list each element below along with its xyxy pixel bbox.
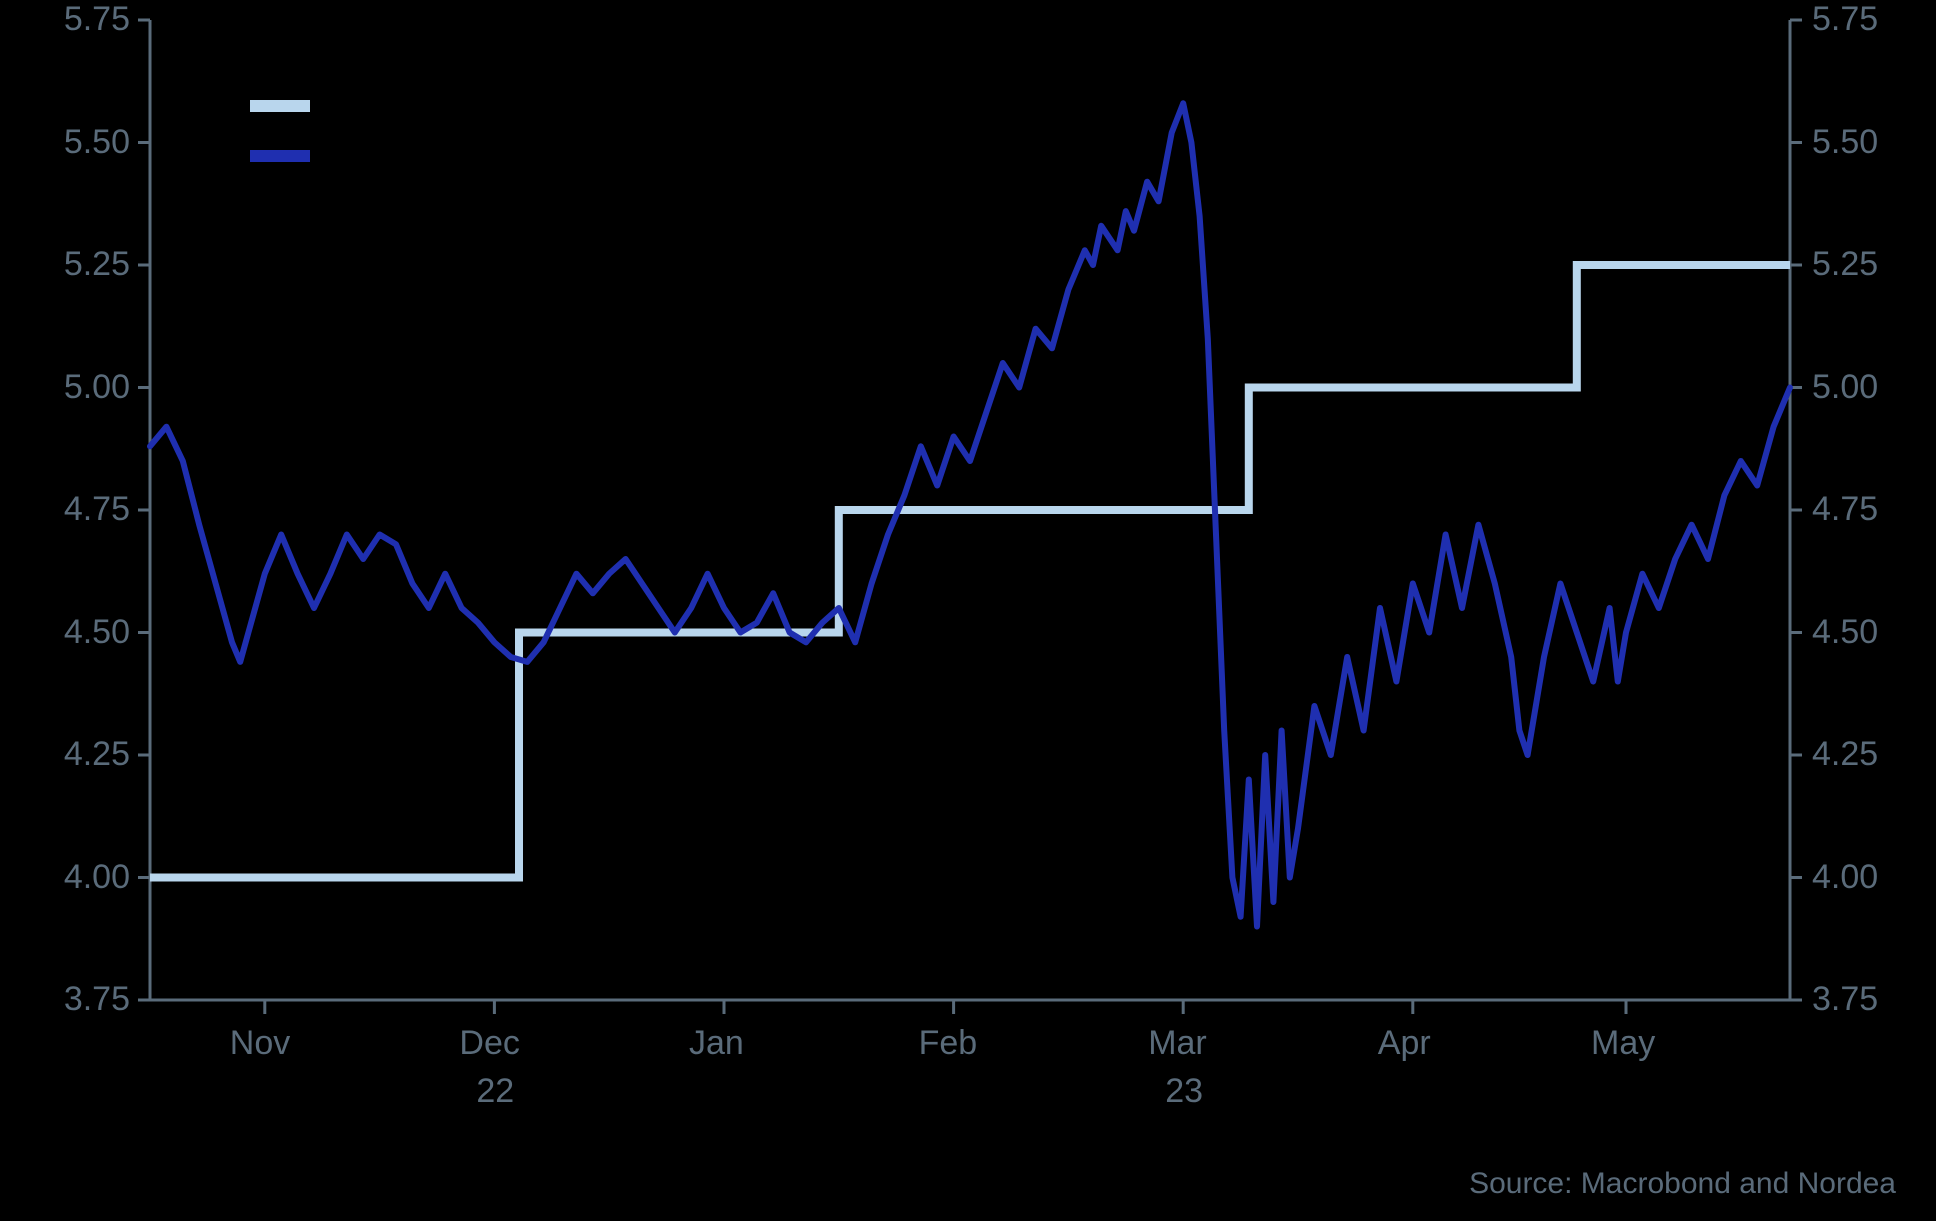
x-month-label: Jan [689,1024,744,1063]
y-tick-right: 5.75 [1812,0,1878,39]
y-tick-left: 5.75 [64,0,130,39]
y-tick-left: 4.25 [64,735,130,774]
y-tick-right: 5.50 [1812,123,1878,162]
x-year-label: 23 [1165,1072,1203,1111]
x-month-label: Mar [1148,1024,1207,1063]
legend-swatch [250,100,310,112]
legend-swatch [250,150,310,162]
y-tick-left: 5.00 [64,368,130,407]
y-tick-right: 4.75 [1812,490,1878,529]
y-tick-left: 5.25 [64,245,130,284]
chart-root: 5.75 5.75 5.50 5.50 5.25 5.25 5.00 5.00 4.75 4.75… [0,0,1936,1221]
y-tick-left: 4.75 [64,490,130,529]
y-tick-right: 3.75 [1812,980,1878,1019]
source-label: Source: Macrobond and Nordea [1469,1167,1896,1201]
y-tick-left: 3.75 [64,980,130,1019]
y-tick-right: 5.00 [1812,368,1878,407]
x-month-label: Feb [919,1024,978,1063]
x-month-label: Dec [459,1024,519,1063]
y-tick-right: 5.25 [1812,245,1878,284]
y-tick-left: 5.50 [64,123,130,162]
y-tick-right: 4.50 [1812,613,1878,652]
y-tick-right: 4.25 [1812,735,1878,774]
x-month-label: May [1591,1024,1655,1063]
x-month-label: Nov [230,1024,290,1063]
y-tick-left: 4.50 [64,613,130,652]
x-month-label: Apr [1378,1024,1431,1063]
y-tick-left: 4.00 [64,858,130,897]
y-tick-right: 4.00 [1812,858,1878,897]
x-year-label: 22 [476,1072,514,1111]
